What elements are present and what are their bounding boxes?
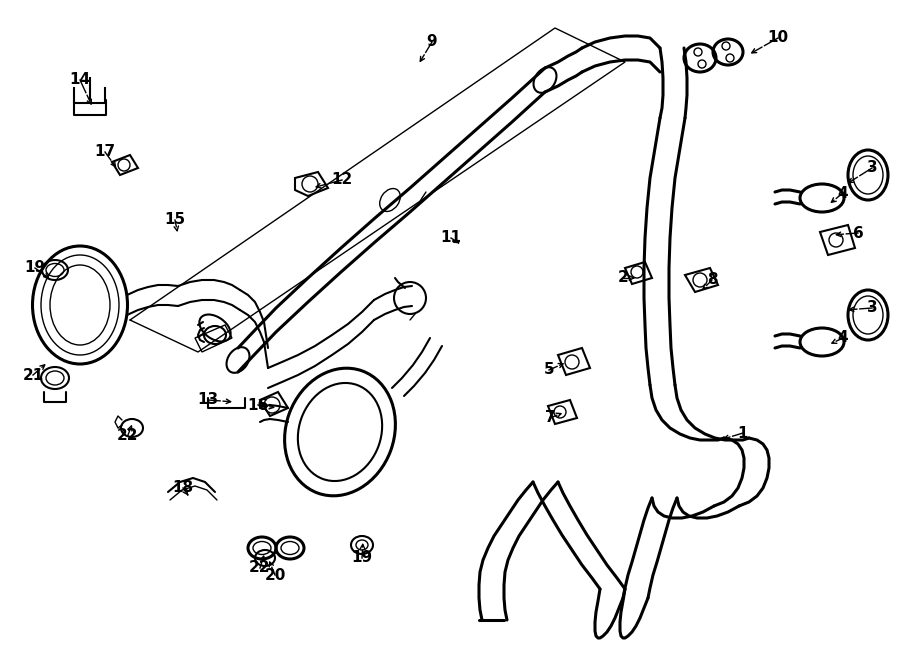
Text: 5: 5 [544,362,554,377]
Text: 17: 17 [94,145,115,159]
Text: 7: 7 [544,410,555,426]
Text: 19: 19 [24,260,46,276]
Text: 3: 3 [867,301,877,315]
Text: 4: 4 [838,330,849,346]
Text: 6: 6 [852,225,863,241]
Text: 22: 22 [249,561,271,576]
Text: 2: 2 [617,270,628,286]
Text: 10: 10 [768,30,788,46]
Text: 13: 13 [197,393,219,407]
Text: 21: 21 [22,368,43,383]
Text: 18: 18 [173,481,194,496]
Text: 16: 16 [248,397,268,412]
Text: 20: 20 [265,568,285,582]
Text: 9: 9 [427,34,437,50]
Text: 15: 15 [165,212,185,227]
Text: 4: 4 [838,186,849,200]
Text: 12: 12 [331,173,353,188]
Text: 11: 11 [440,231,462,245]
Text: 3: 3 [867,161,877,176]
Text: 14: 14 [69,73,91,87]
Text: 22: 22 [117,428,139,442]
Text: 1: 1 [738,426,748,440]
Text: 19: 19 [351,551,373,566]
Text: 8: 8 [706,272,717,288]
